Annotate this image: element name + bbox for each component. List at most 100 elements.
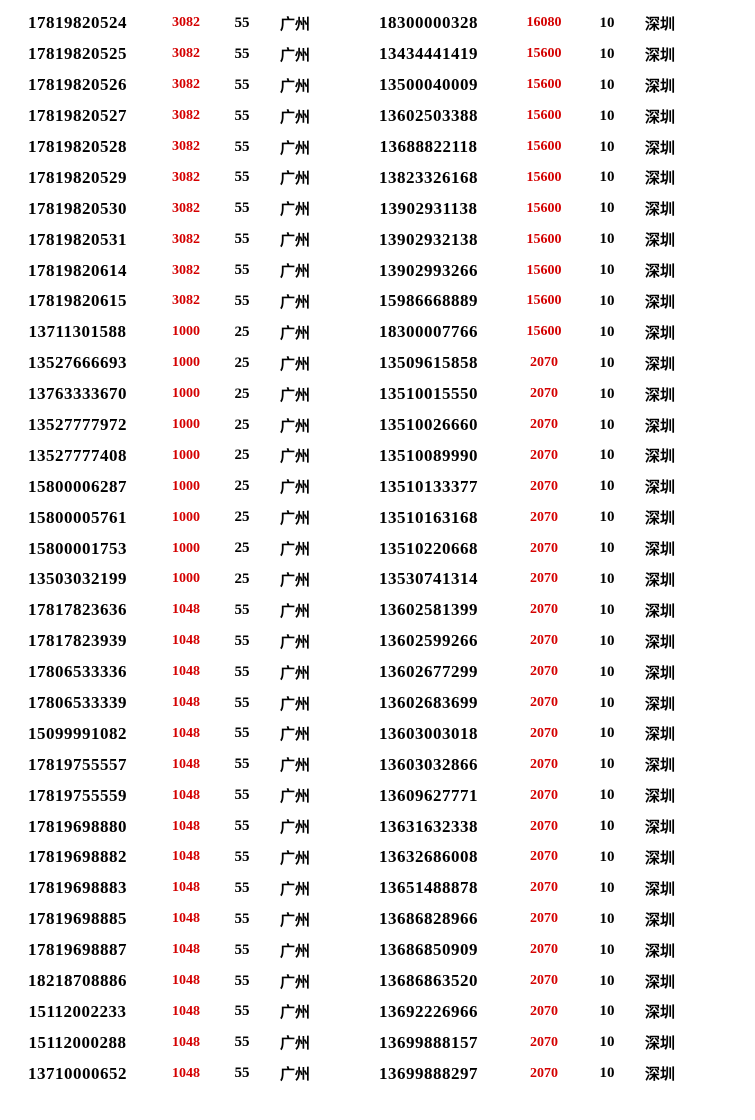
city-right: 深圳	[632, 445, 688, 466]
table-row: 17819820614308255广州139029932661560010深圳	[0, 255, 755, 286]
phone-left: 15112000288	[0, 1033, 155, 1053]
phone-right: 13686863520	[351, 971, 506, 991]
qty-right: 10	[582, 695, 632, 712]
city-left: 广州	[267, 538, 323, 559]
qty-left: 55	[217, 787, 267, 804]
qty-right: 10	[582, 478, 632, 495]
qty-left: 55	[217, 818, 267, 835]
table-row: 15800001753100025广州13510220668207010深圳	[0, 533, 755, 564]
phone-right: 13510015550	[351, 384, 506, 404]
phone-left: 13711301588	[0, 322, 155, 342]
qty-right: 10	[582, 911, 632, 928]
phone-right: 13602599266	[351, 631, 506, 651]
phone-left: 17819820615	[0, 291, 155, 311]
city-right: 深圳	[632, 322, 688, 343]
phone-right: 13510026660	[351, 415, 506, 435]
qty-right: 10	[582, 849, 632, 866]
price-left: 3082	[155, 293, 217, 309]
price-right: 2070	[506, 1004, 582, 1020]
table-row: 17817823939104855广州13602599266207010深圳	[0, 626, 755, 657]
phone-right: 13692226966	[351, 1002, 506, 1022]
table-row: 17819820529308255广州138233261681560010深圳	[0, 162, 755, 193]
city-left: 广州	[267, 291, 323, 312]
qty-left: 25	[217, 478, 267, 495]
phone-left: 15112002233	[0, 1002, 155, 1022]
phone-left: 13763333670	[0, 384, 155, 404]
price-right: 15600	[506, 324, 582, 340]
table-row: 17819820524308255广州183000003281608010深圳	[0, 8, 755, 39]
city-right: 深圳	[632, 44, 688, 65]
price-right: 15600	[506, 77, 582, 93]
table-row: 17819755557104855广州13603032866207010深圳	[0, 749, 755, 780]
price-left: 1000	[155, 355, 217, 371]
phone-left: 17819820529	[0, 168, 155, 188]
qty-right: 10	[582, 818, 632, 835]
qty-left: 55	[217, 262, 267, 279]
price-left: 1048	[155, 695, 217, 711]
table-row: 17819820526308255广州135000400091560010深圳	[0, 70, 755, 101]
city-right: 深圳	[632, 260, 688, 281]
qty-right: 10	[582, 108, 632, 125]
price-right: 2070	[506, 448, 582, 464]
phone-right: 13699888157	[351, 1033, 506, 1053]
city-left: 广州	[267, 785, 323, 806]
price-left: 1048	[155, 819, 217, 835]
city-left: 广州	[267, 723, 323, 744]
qty-right: 10	[582, 262, 632, 279]
phone-left: 17819755559	[0, 786, 155, 806]
city-left: 广州	[267, 13, 323, 34]
city-left: 广州	[267, 384, 323, 405]
price-right: 15600	[506, 139, 582, 155]
phone-left: 17819755557	[0, 755, 155, 775]
price-right: 2070	[506, 479, 582, 495]
price-left: 3082	[155, 77, 217, 93]
city-right: 深圳	[632, 847, 688, 868]
qty-left: 25	[217, 417, 267, 434]
qty-right: 10	[582, 880, 632, 897]
phone-left: 17819820527	[0, 106, 155, 126]
city-right: 深圳	[632, 971, 688, 992]
price-right: 2070	[506, 571, 582, 587]
city-left: 广州	[267, 693, 323, 714]
price-right: 2070	[506, 355, 582, 371]
price-right: 2070	[506, 911, 582, 927]
qty-right: 10	[582, 355, 632, 372]
phone-right: 18300000328	[351, 13, 506, 33]
phone-left: 13527777408	[0, 446, 155, 466]
price-right: 15600	[506, 108, 582, 124]
phone-right: 13686850909	[351, 940, 506, 960]
qty-left: 25	[217, 509, 267, 526]
table-row: 17806533339104855广州13602683699207010深圳	[0, 688, 755, 719]
city-left: 广州	[267, 878, 323, 899]
table-row: 17819698882104855广州13632686008207010深圳	[0, 842, 755, 873]
phone-right: 13510163168	[351, 508, 506, 528]
phone-right: 13510220668	[351, 539, 506, 559]
qty-left: 55	[217, 46, 267, 63]
table-row: 17819820615308255广州159866688891560010深圳	[0, 286, 755, 317]
city-left: 广州	[267, 476, 323, 497]
city-left: 广州	[267, 106, 323, 127]
table-row: 18218708886104855广州13686863520207010深圳	[0, 966, 755, 997]
phone-left: 17819698883	[0, 878, 155, 898]
table-row: 13763333670100025广州13510015550207010深圳	[0, 379, 755, 410]
price-right: 15600	[506, 293, 582, 309]
qty-right: 10	[582, 602, 632, 619]
price-right: 2070	[506, 819, 582, 835]
city-right: 深圳	[632, 662, 688, 683]
city-left: 广州	[267, 44, 323, 65]
city-right: 深圳	[632, 538, 688, 559]
qty-left: 25	[217, 324, 267, 341]
qty-left: 55	[217, 293, 267, 310]
phone-left: 17819820530	[0, 199, 155, 219]
city-left: 广州	[267, 415, 323, 436]
qty-left: 55	[217, 15, 267, 32]
table-row: 13711301588100025广州183000077661560010深圳	[0, 317, 755, 348]
city-right: 深圳	[632, 569, 688, 590]
qty-left: 55	[217, 139, 267, 156]
phone-price-table: 17819820524308255广州183000003281608010深圳1…	[0, 8, 755, 1089]
city-left: 广州	[267, 631, 323, 652]
table-row: 17819698880104855广州13631632338207010深圳	[0, 811, 755, 842]
city-left: 广州	[267, 229, 323, 250]
price-right: 2070	[506, 510, 582, 526]
qty-right: 10	[582, 1003, 632, 1020]
